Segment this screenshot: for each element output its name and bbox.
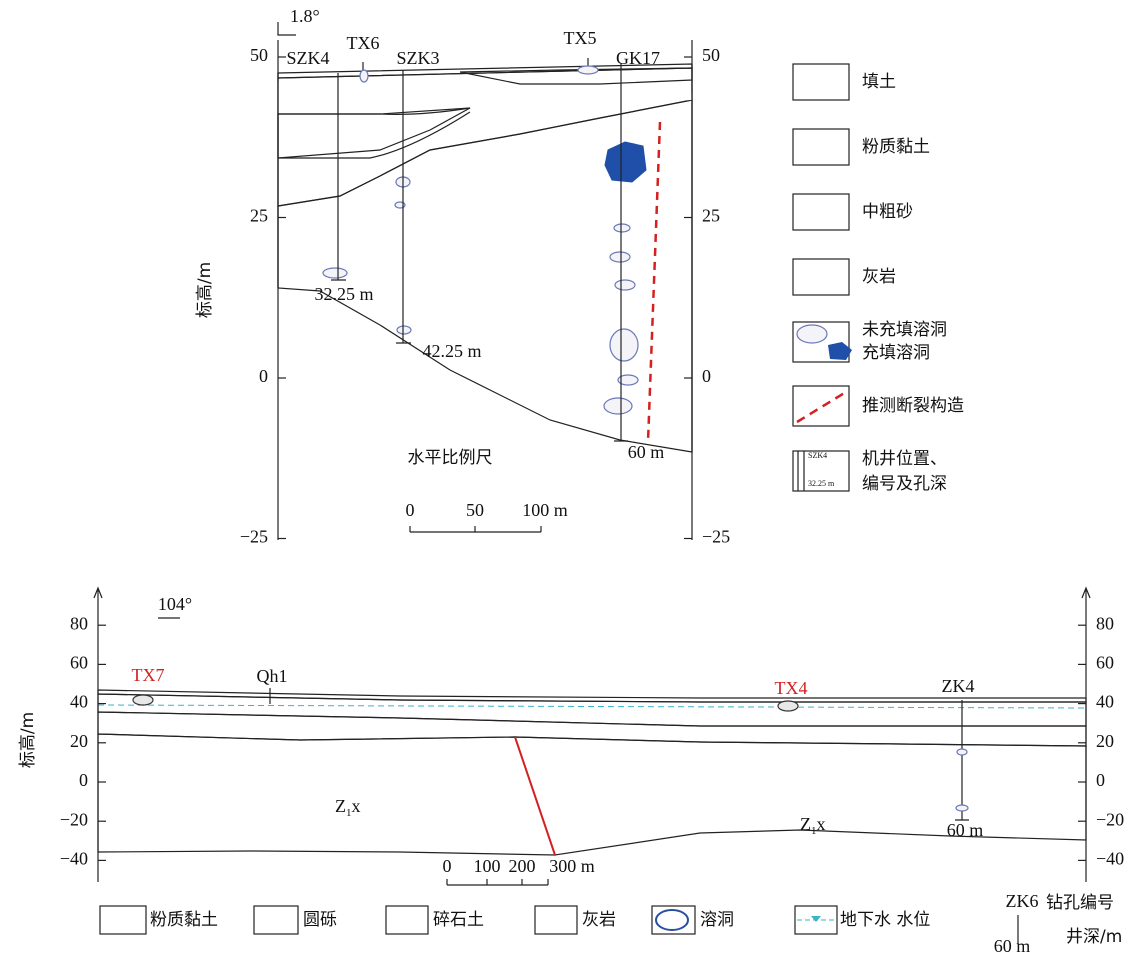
formation-label: Z1x (335, 796, 361, 818)
scale-tick: 0 (406, 500, 415, 520)
legend-label: 充填溶洞 (862, 343, 930, 363)
right-axis: 80 60 40 20 0 −20 −40 (1078, 586, 1124, 882)
legend-well-name: ZK6 (1006, 891, 1039, 911)
stratum-label: Qh1 (257, 666, 288, 686)
scale-tick: 300 m (549, 856, 595, 876)
legend-well-name: SZK4 (808, 451, 827, 460)
borehole-label: SZK3 (396, 48, 439, 68)
tick-label: −20 (60, 809, 88, 829)
legend-label: 粉质黏土 (862, 137, 930, 157)
legend-label: 灰岩 (582, 910, 616, 930)
legend-label: 钻孔编号 (1046, 893, 1114, 913)
tick-label: 60 (1096, 653, 1114, 673)
tick-label: −40 (60, 849, 88, 869)
legend-label: 圆砾 (303, 910, 337, 930)
tick-label: 0 (79, 770, 88, 790)
pit-label: TX4 (775, 678, 808, 698)
scale-tick: 100 (474, 856, 501, 876)
legend: SZK4 32.25 m 填土 粉质黏土 中粗砂 灰岩 未充填溶洞 充填溶洞 推… (792, 63, 964, 494)
borehole-label: GK17 (616, 48, 660, 68)
legend-well-depth: 60 m (994, 936, 1031, 956)
right-axis: 50 25 0 −25 (684, 40, 730, 547)
pit-label: TX7 (132, 665, 165, 685)
tick-label: 20 (1096, 731, 1114, 751)
tick-label: 50 (250, 45, 268, 65)
depth-label: 32.25 m (314, 284, 373, 304)
scale-title: 水平比例尺 (408, 448, 493, 468)
tick-label: 20 (70, 731, 88, 751)
tick-label: 25 (250, 206, 268, 226)
legend-label: 地下水 水位 (840, 910, 930, 930)
legend-label: 编号及孔深 (862, 474, 947, 494)
tick-label: −40 (1096, 849, 1124, 869)
legend-label: 未充填溶洞 (862, 320, 947, 340)
legend-label: 灰岩 (862, 267, 896, 287)
left-axis: 50 25 0 −25 (240, 40, 286, 547)
tick-label: 25 (702, 206, 720, 226)
depth-label: 42.25 m (422, 341, 481, 361)
formation-label: Z1x (800, 814, 826, 836)
tick-label: 0 (702, 366, 711, 386)
tick-label: −25 (240, 527, 268, 547)
tick-label: 40 (1096, 692, 1114, 712)
borehole-label: TX5 (564, 28, 597, 48)
legend-label: 中粗砂 (862, 202, 913, 222)
angle-label: 1.8° (290, 6, 320, 26)
legend-label: 机井位置、 (862, 449, 947, 469)
depth-label: 60 m (947, 820, 984, 840)
legend-label: 井深/m (1066, 927, 1122, 947)
borehole-label: TX6 (347, 33, 380, 53)
tick-label: 80 (70, 613, 88, 633)
tick-label: −20 (1096, 809, 1124, 829)
caves (322, 141, 647, 415)
tick-label: 0 (1096, 770, 1105, 790)
depth-label: 60 m (628, 442, 665, 462)
tick-label: 0 (259, 366, 268, 386)
borehole-label: ZK4 (942, 676, 975, 696)
top-section: 50 25 0 −25 50 25 0 −25 1.8° 标高/m SZK4 TX6 SZK… (195, 6, 730, 547)
tick-label: 60 (70, 653, 88, 673)
legend-well-depth: 32.25 m (808, 479, 835, 488)
y-axis-label: 标高/m (18, 712, 38, 768)
angle-label: 104° (158, 594, 192, 614)
scale-tick: 100 m (522, 500, 568, 520)
legend-label: 推测断裂构造 (862, 396, 964, 416)
tick-label: 50 (702, 45, 720, 65)
borehole-label: SZK4 (286, 48, 329, 68)
scale-tick: 0 (443, 856, 452, 876)
legend-label: 碎石土 (433, 910, 484, 930)
legend-label: 粉质黏土 (150, 910, 218, 930)
tick-label: 80 (1096, 613, 1114, 633)
left-axis: 80 60 40 20 0 −20 −40 (60, 586, 106, 882)
scale-tick: 200 (509, 856, 536, 876)
y-axis-label: 标高/m (195, 262, 215, 318)
tick-label: −25 (702, 527, 730, 547)
legend-label: 溶洞 (700, 910, 734, 930)
scale-tick: 50 (466, 500, 484, 520)
legend-label: 填土 (862, 72, 896, 92)
tick-label: 40 (70, 692, 88, 712)
bottom-legend: 粉质黏土 圆砾 碎石土 灰岩 溶洞 地下水 水位 ZK6 60 m 钻孔编号 井… (99, 891, 1122, 956)
